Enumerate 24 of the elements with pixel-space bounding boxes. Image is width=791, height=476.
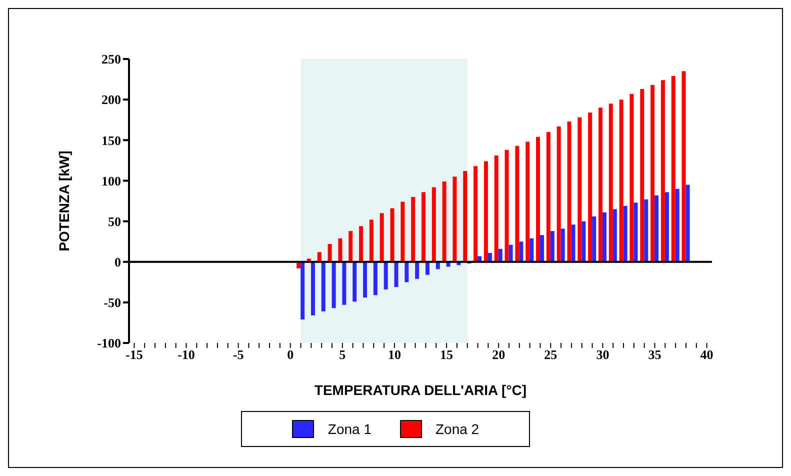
x-tick-label: 5 (339, 347, 346, 362)
x-tick-label: 15 (440, 347, 454, 362)
y-axis-title: POTENZA [kW] (56, 150, 72, 252)
x-axis-title: TEMPERATURA DELL'ARIA [°C] (314, 382, 527, 398)
y-tick-label: -100 (97, 336, 121, 351)
y-tick-label: 150 (102, 132, 121, 148)
y-tick-label: 200 (102, 92, 121, 108)
x-tick-label: 40 (700, 347, 714, 362)
x-tick-label: 35 (648, 347, 662, 362)
y-tick-label: 50 (108, 214, 121, 229)
y-tick-label: 100 (102, 173, 121, 188)
x-tick-label: 0 (287, 347, 294, 362)
legend-label: Zona 1 (326, 420, 372, 438)
x-tick-label: 25 (544, 347, 558, 362)
x-tick-label: -10 (178, 347, 195, 362)
x-tick-label: 20 (492, 347, 506, 362)
y-tick-label: -50 (104, 295, 121, 310)
x-tick-label: 10 (388, 347, 401, 362)
y-tick-label: 0 (114, 254, 121, 270)
x-tick-label: -5 (232, 347, 244, 362)
y-tick-label: 250 (102, 52, 121, 67)
x-tick-label: 30 (596, 347, 610, 362)
legend-label: Zona 2 (434, 420, 480, 438)
x-tick-label: -15 (126, 347, 144, 362)
